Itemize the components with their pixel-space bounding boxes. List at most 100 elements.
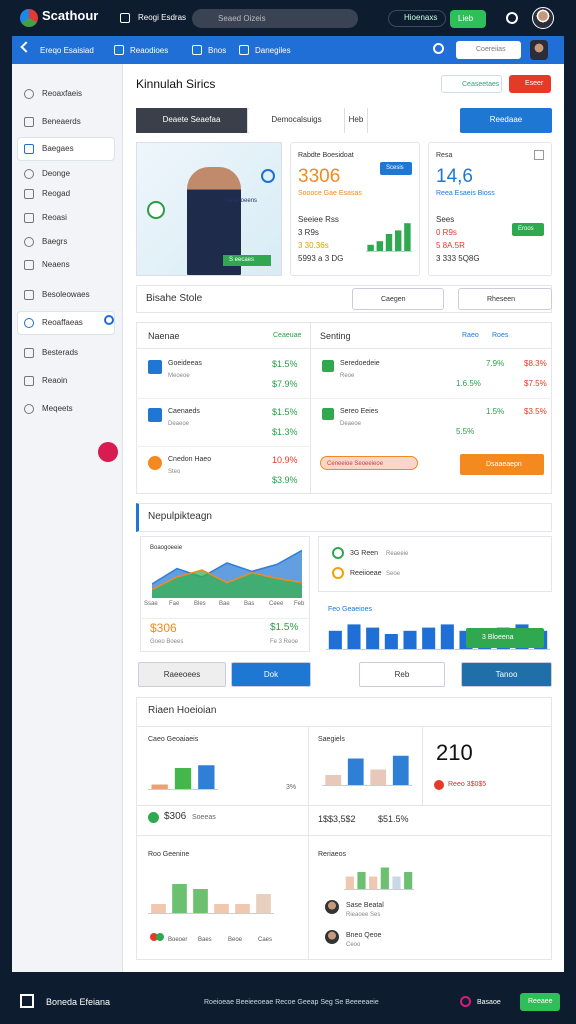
alert-button[interactable]: Eseer [509,75,551,93]
button[interactable]: Dok [231,662,311,687]
sidebar-item[interactable]: Reogad [42,189,71,198]
nav-item[interactable]: Ereqo Esaisiad [40,46,94,55]
status-toggle[interactable] [388,10,446,27]
row-line [136,446,310,447]
kpi-card [290,142,420,276]
bar [151,904,166,914]
top-button[interactable]: Lieb [450,10,486,28]
row-name: Seredoedeie [340,360,380,367]
nav-search[interactable]: Coereiias [456,41,521,59]
nav-search-label: Coereiias [476,46,506,53]
sidebar-toggle[interactable] [104,315,114,325]
sidebar-item[interactable]: Deonge [42,169,71,178]
sidebar-item[interactable]: Neaens [42,260,70,269]
kpi-line: 3 R9s [298,228,319,237]
row-sub: Deaeoe [168,421,190,427]
avatar[interactable] [532,7,554,29]
person-sub: Rieaoee Ses [346,912,381,918]
kpi-title: Resa [436,152,453,159]
nav-item[interactable]: Danegiles [255,46,291,55]
kpi-tag[interactable]: Scesis [380,162,412,175]
settings-icon[interactable] [506,12,518,24]
person-name: Sase Beatal [346,902,384,909]
report-v1 [308,726,309,960]
tab-label: Heb [348,115,364,124]
row-value: $3.9% [272,475,298,485]
area [152,570,302,598]
nav-item[interactable]: Bnos [208,46,227,55]
kpi-line: 3 30.36s [298,241,329,250]
primary-label: Reedaae [489,115,523,124]
row-value: 1.5% [486,407,505,416]
item-icon [332,567,344,579]
action-button[interactable]: Ceaseetaes [441,75,502,93]
status: Hioenaxs [404,13,438,22]
bar [392,755,409,786]
sidebar [12,64,123,972]
green-button[interactable]: 3 Bloeena [466,628,544,648]
sidebar-item[interactable]: Reoaffaeas [42,318,83,327]
primary-button[interactable]: Reedaae [460,108,552,133]
footer-button[interactable]: Reeaee [520,993,560,1011]
sidebar-item[interactable]: Besoleowaes [42,290,90,299]
sidebar-item[interactable]: Reoasi [42,213,67,222]
sidebar-item[interactable]: Reaoin [42,376,68,385]
bar [385,234,393,252]
q3-label: Reeo 3$0$5 [448,781,487,788]
row-value: 1.6.5% [456,379,481,388]
orange-button[interactable]: Dsaaeaepn [460,454,544,475]
bar [151,784,168,790]
icon [24,89,34,99]
row-value: $7.5% [524,379,547,388]
tab[interactable]: Deaete Seaefaa [136,108,248,133]
sidebar-item[interactable]: Beneaerds [42,117,81,126]
dropdown[interactable]: Rheseen [458,288,552,310]
mini-chart [322,755,412,786]
dropdown[interactable]: Caegen [352,288,444,310]
row-sub: Deaeoe [340,421,362,427]
q-title: Saegiels [318,736,345,743]
kpi-tag-label: Eroos [518,226,534,232]
legend-item: Boeoer [168,937,188,943]
person-sub: Ceoo [346,942,361,948]
row-name: Caenaeds [168,408,200,415]
kpi-tag[interactable]: Eroos [512,223,544,236]
row-value: 10.9% [272,455,298,465]
button-label: Raeeoees [163,670,201,679]
bar [366,627,380,650]
mini-chart [366,223,412,252]
kpi-menu-icon [534,150,544,160]
search-box[interactable]: Seaed Oizeis [192,9,358,28]
icon [24,213,34,223]
sidebar-item[interactable]: Baegrs [42,237,68,246]
trend-delta-sub: Fe 3 Reoe [270,639,299,645]
bar [235,904,250,914]
th: Senting [320,331,351,341]
menu[interactable]: Reogi Esdras [138,13,187,22]
nav-search-icon[interactable] [433,43,444,54]
trend-right [318,536,552,592]
line [152,549,302,585]
item-name: 3G Reen [350,550,379,557]
bar [345,876,354,890]
sidebar-item[interactable]: Reoaxfaeis [42,89,83,98]
report-v2 [422,726,423,805]
button-label: Tanoo [495,670,518,679]
strip-mid2: $51.5% [378,814,409,824]
fab[interactable] [98,442,118,462]
button[interactable]: Tanoo [461,662,552,687]
sidebar-item[interactable]: Baegaes [42,144,74,153]
button[interactable]: Raeeoees [138,662,226,687]
sidebar-item[interactable]: Besterads [42,348,79,357]
icon [24,404,34,414]
sidebar-item[interactable]: Meqeets [42,404,73,413]
bar [392,876,401,890]
tab[interactable]: Democalsuigs [249,108,345,133]
button[interactable]: Reb [359,662,445,687]
report-h1 [136,805,552,806]
table-divider [310,322,311,494]
nav-item[interactable]: Reaodioes [130,46,169,55]
legend-dot [150,933,158,941]
tab[interactable]: Heb [345,108,368,133]
row-icon [148,456,162,470]
